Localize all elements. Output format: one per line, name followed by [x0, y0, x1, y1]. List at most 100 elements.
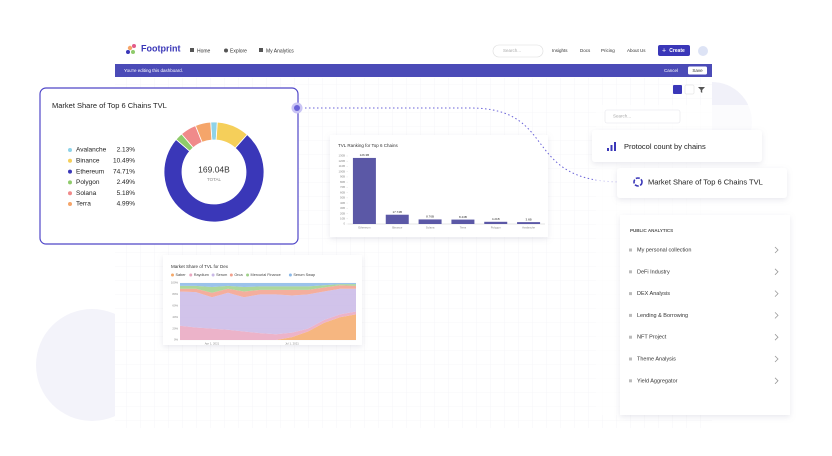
- area: [180, 283, 356, 287]
- legend-label: Ethereum: [76, 168, 104, 175]
- sidebar-card[interactable]: [592, 130, 762, 162]
- bar-value-label: 126.3B: [360, 153, 370, 157]
- chevron: [774, 377, 779, 385]
- legend-label: Serum Swap: [293, 273, 315, 277]
- y-tick-label: 40B: [340, 201, 345, 205]
- y-tick-label: 100B: [338, 169, 345, 173]
- legend-label: Avalanche: [76, 147, 107, 154]
- menu-link[interactable]: About Us: [627, 48, 646, 53]
- legend-label: Terra: [76, 201, 91, 208]
- sidebar-card-title: Protocol count by chains: [624, 142, 706, 151]
- legend-swatch: [68, 180, 72, 185]
- x-tick-label: Binance: [392, 226, 403, 230]
- nav-link[interactable]: Home: [197, 48, 211, 54]
- area: [180, 284, 356, 293]
- y-tick-label: 90B: [340, 175, 345, 179]
- item-label: Theme Analysis: [637, 356, 676, 362]
- bar-value-label: 3.6B: [525, 217, 531, 221]
- icon: [259, 48, 263, 52]
- legend-swatch: [229, 273, 233, 277]
- legend-value: 74.71%: [113, 168, 135, 175]
- icon: [224, 48, 228, 53]
- item-label: DeFi Industry: [637, 269, 670, 275]
- legend-swatch: [68, 158, 72, 163]
- item-label: Lending & Borrowing: [637, 313, 688, 319]
- decor: [132, 44, 136, 48]
- item-bullet: [629, 357, 632, 361]
- y-tick-label: 130B: [338, 154, 345, 158]
- x-tick-label: Solana: [426, 226, 435, 230]
- x-tick-label: Terra: [460, 226, 467, 230]
- x-tick-label: Polygon: [491, 226, 502, 230]
- item-bullet: [629, 292, 632, 296]
- analytics-panel: [620, 215, 790, 415]
- legend-swatch: [68, 148, 72, 152]
- create-button[interactable]: [658, 45, 690, 56]
- bar-value-label: 17.74B: [392, 210, 402, 214]
- area: [180, 314, 356, 340]
- menu-link[interactable]: Docs: [580, 48, 591, 53]
- legend-swatch: [68, 191, 72, 196]
- edit-bar: [115, 64, 712, 77]
- legend-label: Mercurial Finance: [251, 273, 281, 277]
- bar: [517, 222, 541, 224]
- x-tick-label: Jul 1, 2021: [285, 342, 299, 346]
- legend-label: Orca: [234, 273, 243, 277]
- chart-title: Market Share of TVL for Dex: [171, 264, 229, 269]
- y-tick-label: 110B: [339, 164, 345, 168]
- chevron: [774, 312, 779, 319]
- nav-link[interactable]: My Analytics: [266, 48, 294, 54]
- x-tick-label: Avalanche: [522, 226, 535, 230]
- sidebar-card-title: Market Share of Top 6 Chains TVL: [648, 177, 763, 186]
- bar: [352, 157, 376, 224]
- legend-label: Raydium: [194, 273, 209, 277]
- nav-link[interactable]: Explore: [230, 48, 247, 54]
- y-tick-label: 20%: [172, 326, 178, 330]
- add-icon[interactable]: [673, 85, 682, 94]
- decor: [610, 145, 613, 151]
- chevron: [774, 333, 779, 341]
- plus-icon: +: [662, 47, 666, 54]
- menu-link[interactable]: Pricing: [601, 48, 615, 53]
- search-box[interactable]: [492, 44, 544, 58]
- decor: [614, 142, 616, 151]
- brand: Footprint: [141, 43, 181, 53]
- y-tick-label: 60%: [172, 304, 178, 308]
- legend-swatch: [211, 273, 215, 277]
- filter-icon[interactable]: [698, 87, 705, 93]
- search-placeholder: Search...: [503, 48, 521, 53]
- legend-label: Serum: [216, 273, 227, 277]
- menu-link[interactable]: Insights: [552, 48, 568, 53]
- y-tick-label: 20B: [340, 211, 345, 215]
- center-value: 169.04B: [198, 164, 230, 174]
- item-label: NFT Project: [637, 335, 667, 341]
- y-tick-label: 120B: [338, 159, 345, 163]
- legend-swatch: [68, 169, 72, 174]
- text-icon[interactable]: [684, 84, 695, 95]
- chart-title: Market Share of Top 6 Chains TVL: [52, 101, 167, 110]
- donut-slice: [163, 134, 265, 223]
- chevron: [774, 290, 779, 297]
- bar: [484, 221, 508, 224]
- legend-value: 10.49%: [113, 158, 135, 165]
- y-tick-label: 100%: [171, 281, 179, 285]
- charts: Market Share of Top 6 Chains TVL Avalanch…: [52, 101, 545, 346]
- icon: [190, 48, 194, 52]
- item-bullet: [629, 313, 632, 317]
- avatar[interactable]: [698, 46, 708, 56]
- cancel-button[interactable]: Cancel: [664, 68, 678, 73]
- y-tick-label: 0%: [174, 338, 179, 342]
- connector-dot: [294, 105, 300, 111]
- sidebar-search[interactable]: [604, 109, 681, 124]
- x-tick-label: Ethereum: [358, 226, 371, 230]
- section-title: PUBLIC ANALYTICS: [630, 228, 673, 233]
- area: [180, 288, 356, 335]
- decor: [607, 148, 609, 151]
- analytics-list: My personal collection DeFi Industry DEX A…: [629, 246, 779, 385]
- item-bullet: [629, 379, 632, 383]
- area: [180, 311, 356, 340]
- save-button[interactable]: [688, 66, 707, 75]
- legend-label: Binance: [76, 158, 100, 165]
- sidebar-card[interactable]: [617, 168, 787, 198]
- item-label: My personal collection: [637, 247, 691, 253]
